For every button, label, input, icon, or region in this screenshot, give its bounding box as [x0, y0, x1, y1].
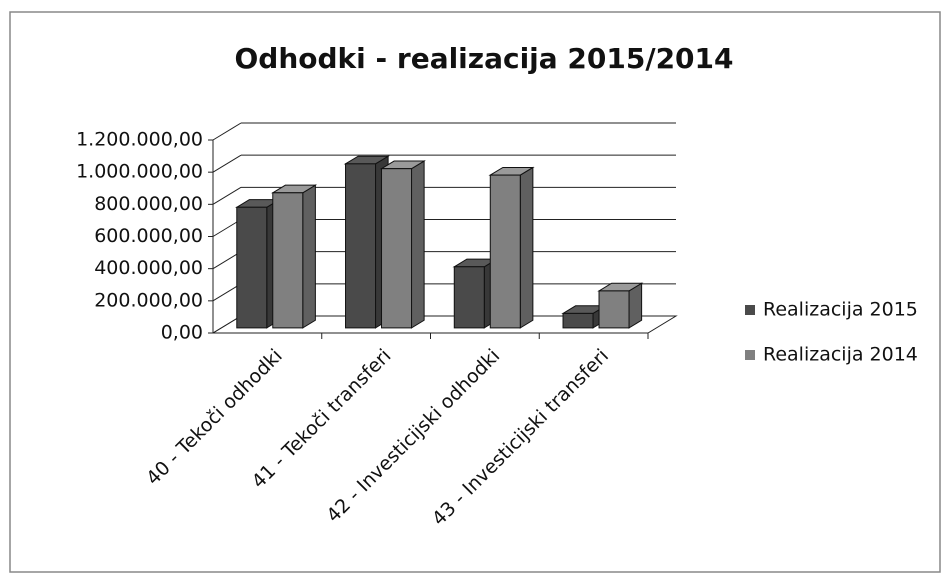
y-tick-label: 800.000,00	[94, 193, 203, 215]
y-tick-label: 1.200.000,00	[76, 129, 203, 151]
legend-swatch	[745, 350, 755, 360]
bar-front	[381, 168, 413, 329]
y-tick-label: 400.000,00	[94, 257, 203, 279]
bar-front	[489, 174, 521, 329]
y-tick-label: 200.000,00	[94, 289, 203, 311]
grid-line	[212, 186, 242, 205]
y-tick-label: 1.000.000,00	[76, 161, 203, 183]
bar	[379, 160, 426, 329]
bar-side	[519, 166, 534, 329]
bar-front	[236, 206, 268, 329]
bar-front	[598, 290, 630, 329]
bar-front	[453, 266, 485, 329]
bar-front	[562, 312, 594, 329]
bar-side	[302, 184, 316, 329]
bar-side	[411, 160, 425, 329]
bar-front	[345, 163, 377, 329]
chart-title: Odhodki - realizacija 2015/2014	[235, 42, 734, 75]
bar	[488, 166, 535, 329]
bar-front	[272, 192, 304, 329]
grid-line	[212, 122, 242, 141]
legend-swatch	[745, 305, 755, 315]
legend-label: Realizacija 2015	[763, 299, 918, 321]
grid-line	[212, 154, 242, 173]
y-tick-label: 600.000,00	[94, 225, 203, 247]
bar	[597, 282, 644, 329]
legend-label: Realizacija 2014	[763, 344, 918, 366]
bar	[270, 184, 318, 329]
y-tick-label: 0,00	[161, 322, 203, 344]
